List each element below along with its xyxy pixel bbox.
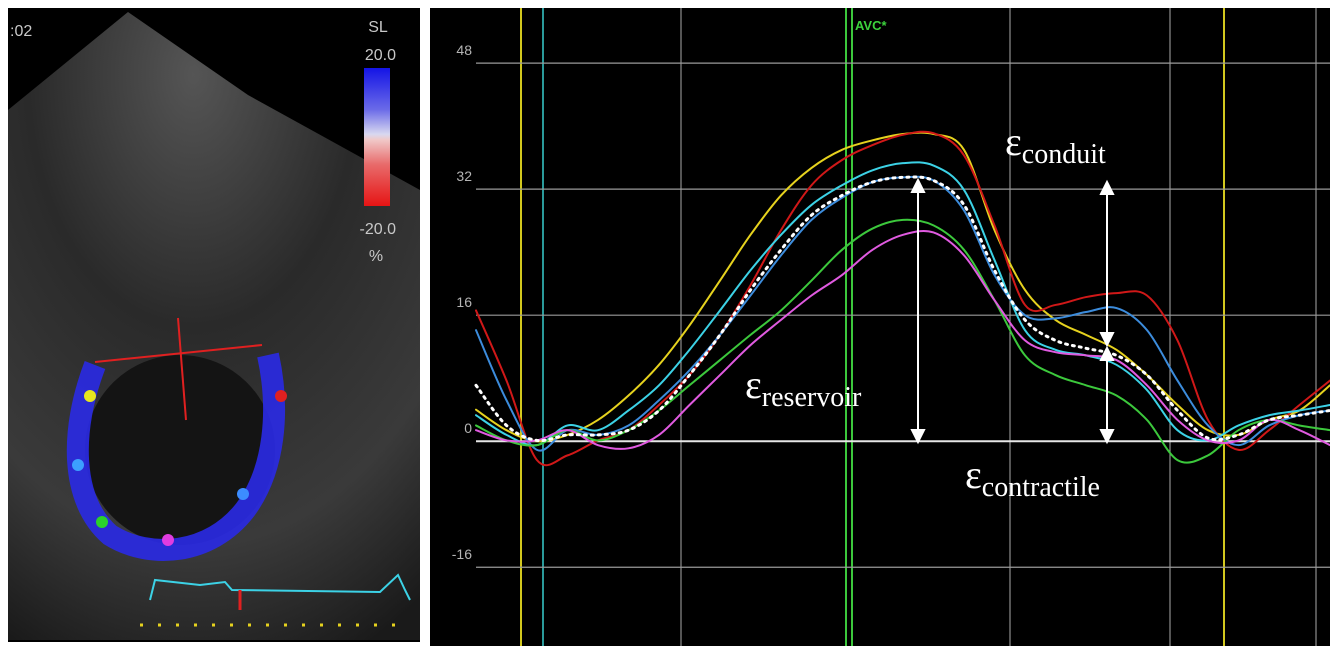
- marker: [275, 390, 287, 402]
- y-tick-label: 16: [456, 294, 472, 310]
- arrow-head: [1099, 179, 1115, 348]
- y-tick-label: -16: [452, 546, 472, 562]
- annotation: εconduit: [1005, 119, 1106, 170]
- colorbar-max: 20.0: [365, 47, 396, 64]
- series-line: [474, 175, 1330, 443]
- subscript: conduit: [1022, 139, 1106, 170]
- marker: [162, 534, 174, 546]
- series-line: [475, 130, 1330, 467]
- marker: [237, 488, 249, 500]
- symbol: ε: [1005, 119, 1022, 164]
- annotation: εcontractile: [965, 452, 1100, 503]
- annulus-line: [94, 344, 263, 363]
- arrow-head: [1099, 345, 1115, 445]
- subscript: reservoir: [762, 382, 862, 413]
- colorbar-unit: %: [369, 248, 383, 265]
- symbol: ε: [745, 362, 762, 407]
- series: [474, 130, 1330, 467]
- strain-ring: [66, 352, 286, 561]
- symbol: ε: [965, 452, 982, 497]
- arrows: [910, 177, 1115, 445]
- y-tick-label: 0: [464, 420, 472, 436]
- atrium-cavity: [85, 355, 275, 545]
- marker: [84, 390, 96, 402]
- series-line: [475, 229, 1330, 450]
- y-tick-label: 48: [456, 42, 472, 58]
- colorbar-title: SL: [368, 19, 388, 36]
- time-label: :02: [10, 23, 32, 40]
- series-line: [475, 218, 1330, 464]
- annotation: εreservoir: [745, 362, 862, 413]
- axis-line: [177, 317, 187, 421]
- avc-label: AVC*: [855, 18, 887, 33]
- y-tick-label: 32: [456, 168, 472, 184]
- series-line: [475, 161, 1330, 447]
- grid: -16 0 16 32 48: [452, 42, 1330, 568]
- chart-background: [430, 8, 1330, 646]
- echo-panel: :02 SL 20.0 -20.0 %: [8, 8, 420, 642]
- marker: [96, 516, 108, 528]
- ecg-trace: [149, 573, 411, 601]
- colorbar: [364, 68, 390, 206]
- arrow-head: [910, 177, 926, 445]
- marker: [72, 459, 84, 471]
- subscript: contractile: [982, 472, 1100, 503]
- colorbar-min: -20.0: [360, 221, 397, 238]
